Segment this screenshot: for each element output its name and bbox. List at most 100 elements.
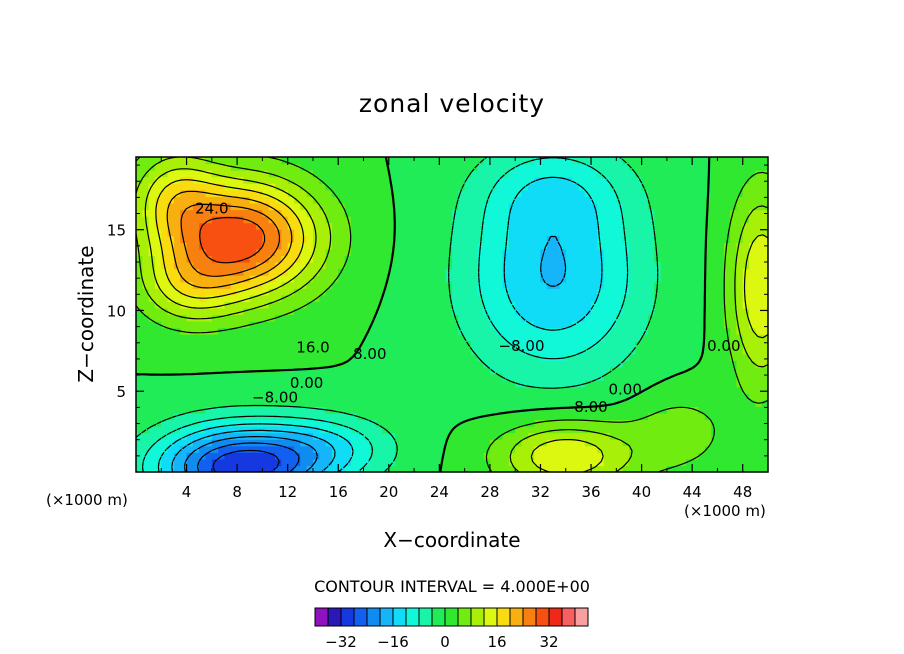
field-cell xyxy=(622,347,630,355)
field-cell xyxy=(660,255,668,263)
field-cell xyxy=(628,465,636,472)
field-cell xyxy=(161,367,169,375)
field-cell xyxy=(515,360,523,368)
field-cell xyxy=(749,176,756,184)
field-cell xyxy=(477,176,485,184)
field-cell xyxy=(565,294,573,302)
field-cell xyxy=(534,275,542,283)
field-cell xyxy=(294,288,301,296)
field-cell xyxy=(565,452,573,460)
field-cell xyxy=(610,380,617,388)
field-cell xyxy=(350,419,358,427)
field-cell xyxy=(268,321,276,329)
field-cell xyxy=(546,367,554,375)
field-cell xyxy=(439,176,447,184)
field-cell xyxy=(167,412,175,421)
field-cell xyxy=(458,373,466,381)
field-cell xyxy=(723,275,731,283)
field-cell xyxy=(749,202,756,211)
field-cell xyxy=(628,281,636,289)
field-cell xyxy=(338,248,346,257)
field-cell xyxy=(730,334,737,342)
field-cell xyxy=(635,176,643,184)
field-cell xyxy=(660,445,668,453)
field-cell xyxy=(591,360,598,368)
field-cell xyxy=(717,399,725,407)
field-cell xyxy=(603,353,611,362)
field-cell xyxy=(508,406,516,414)
field-cell xyxy=(256,268,263,276)
field-cell xyxy=(717,406,725,414)
field-cell xyxy=(136,235,143,243)
field-cell xyxy=(470,157,478,165)
field-cell xyxy=(161,399,169,407)
field-cell xyxy=(388,340,396,348)
field-cell xyxy=(180,367,188,375)
field-cell xyxy=(325,386,333,394)
field-cell xyxy=(243,432,251,440)
field-cell xyxy=(180,294,188,302)
field-cell xyxy=(192,288,200,296)
field-cell xyxy=(527,465,535,472)
field-cell xyxy=(622,353,630,362)
field-cell xyxy=(654,353,662,362)
field-cell xyxy=(142,281,150,289)
field-cell xyxy=(534,216,542,224)
field-cell xyxy=(452,360,459,368)
field-cell xyxy=(186,432,194,440)
field-cell xyxy=(546,307,554,316)
field-cell xyxy=(704,373,712,381)
field-cell xyxy=(344,347,352,355)
field-cell xyxy=(540,268,548,276)
field-cell xyxy=(591,419,598,427)
field-cell xyxy=(496,242,504,250)
field-cell xyxy=(312,360,320,368)
field-cell xyxy=(736,367,744,375)
field-cell xyxy=(414,439,421,447)
field-cell xyxy=(363,445,371,453)
field-cell xyxy=(546,288,554,296)
field-cell xyxy=(666,216,674,224)
field-cell xyxy=(477,445,485,453)
field-cell xyxy=(161,327,169,335)
field-cell xyxy=(717,268,725,276)
field-cell xyxy=(496,353,504,362)
field-cell xyxy=(742,439,750,447)
field-cell xyxy=(325,301,333,309)
field-cell xyxy=(477,327,485,335)
field-cell xyxy=(319,353,327,362)
field-cell xyxy=(679,367,687,375)
field-cell xyxy=(401,301,409,309)
field-cell xyxy=(679,353,687,362)
field-cell xyxy=(275,262,282,270)
field-cell xyxy=(622,432,630,440)
field-cell xyxy=(199,209,207,217)
field-cell xyxy=(237,399,245,407)
field-cell xyxy=(363,209,371,217)
field-cell xyxy=(540,412,548,421)
field-cell xyxy=(704,314,712,322)
field-cell xyxy=(218,222,226,230)
field-cell xyxy=(249,334,257,342)
field-cell xyxy=(180,393,188,401)
field-cell xyxy=(546,452,554,460)
field-cell xyxy=(395,301,403,309)
field-cell xyxy=(711,281,719,289)
field-cell xyxy=(477,301,485,309)
field-cell xyxy=(300,452,308,460)
field-cell xyxy=(312,399,320,407)
field-cell xyxy=(553,242,561,250)
field-cell xyxy=(167,445,175,453)
field-cell xyxy=(610,347,617,355)
field-cell xyxy=(192,222,200,230)
field-cell xyxy=(388,262,396,270)
field-cell xyxy=(161,157,169,165)
field-cell xyxy=(376,157,384,165)
field-cell xyxy=(534,327,542,335)
field-cell xyxy=(407,170,415,178)
field-cell xyxy=(237,380,245,388)
field-cell xyxy=(319,334,327,342)
field-cell xyxy=(388,445,396,453)
field-cell xyxy=(363,255,371,263)
field-cell xyxy=(464,307,472,316)
